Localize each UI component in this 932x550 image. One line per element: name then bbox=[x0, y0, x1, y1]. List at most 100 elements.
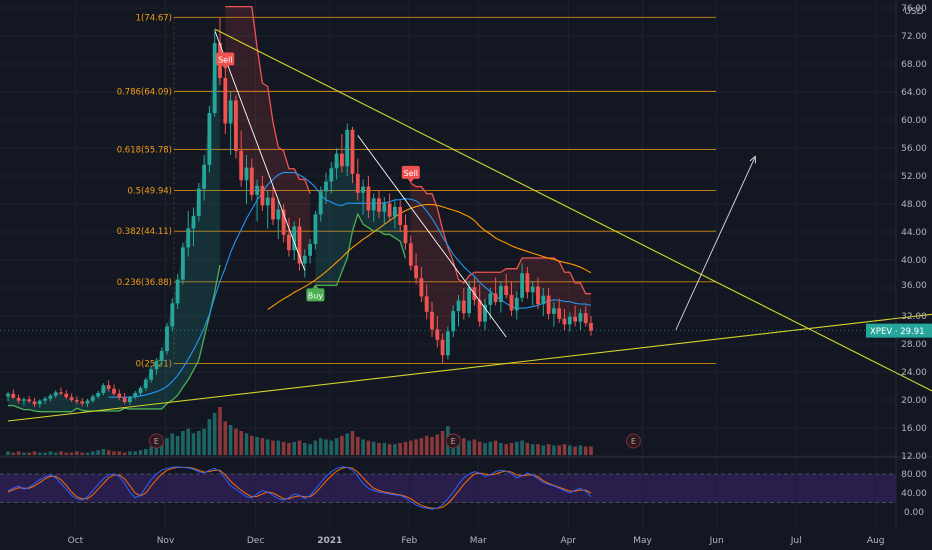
candle-body bbox=[207, 113, 212, 165]
candle-body bbox=[149, 369, 153, 380]
time-tick-label: Jun bbox=[709, 536, 724, 546]
price-tick-label: 28.00 bbox=[901, 340, 927, 350]
earnings-marker: E bbox=[625, 433, 641, 449]
volume-bar bbox=[53, 452, 58, 455]
volume-bar bbox=[38, 452, 42, 455]
volume-bar bbox=[43, 452, 47, 455]
volume-bar bbox=[244, 433, 249, 455]
volume-bar bbox=[287, 443, 291, 455]
candle-body bbox=[90, 396, 95, 401]
volume-bar bbox=[59, 451, 63, 455]
volume-bar bbox=[218, 407, 222, 455]
volume-bar bbox=[578, 445, 583, 455]
candle-body bbox=[276, 209, 281, 220]
time-tick-label: Dec bbox=[247, 536, 264, 546]
candle-body bbox=[244, 167, 249, 181]
candle-body bbox=[43, 398, 47, 401]
candle-body bbox=[552, 308, 556, 314]
volume-bar bbox=[377, 443, 381, 455]
time-tick-label: 2021 bbox=[317, 536, 342, 546]
supertrend-down-line bbox=[225, 5, 311, 194]
volume-bar bbox=[271, 440, 275, 455]
time-tick-label: Jul bbox=[790, 536, 802, 546]
candle-body bbox=[128, 397, 132, 403]
candle-body bbox=[430, 311, 434, 330]
volume-bar bbox=[387, 444, 392, 455]
fib-level-label: 0.382(44.11) bbox=[117, 227, 172, 237]
time-tick-label: Oct bbox=[68, 536, 84, 546]
candle-body bbox=[196, 188, 201, 216]
trendline-decline-2 bbox=[357, 135, 507, 338]
candle-body bbox=[64, 393, 69, 398]
fib-level-label: 0.5(49.94) bbox=[128, 186, 172, 196]
sell-signal-label: Sell bbox=[216, 52, 235, 70]
candle-body bbox=[493, 293, 498, 302]
price-tick-label: 12.00 bbox=[901, 452, 927, 462]
candle-body bbox=[170, 303, 175, 327]
volume-bar bbox=[462, 438, 466, 455]
volume-bar bbox=[318, 438, 323, 455]
volume-bar bbox=[144, 449, 148, 455]
volume-bar bbox=[546, 444, 551, 455]
last-price-tag: XPEV · 29.91 bbox=[866, 323, 932, 338]
candle-body bbox=[398, 206, 403, 225]
candle-body bbox=[318, 191, 323, 215]
candle-body bbox=[48, 395, 53, 399]
candle-body bbox=[223, 78, 228, 124]
volume-bar bbox=[138, 450, 143, 455]
volume-bar bbox=[91, 451, 95, 455]
supertrend-up-line bbox=[315, 212, 407, 287]
candle-body bbox=[499, 285, 503, 302]
currency-label: USD bbox=[904, 7, 923, 17]
candle-body bbox=[96, 393, 100, 397]
candle-body bbox=[509, 295, 514, 311]
candle-body bbox=[117, 393, 122, 398]
volume-bar bbox=[191, 433, 196, 455]
fib-level-label: 0(25.21) bbox=[136, 360, 172, 370]
volume-bar bbox=[64, 452, 69, 455]
volume-bar bbox=[149, 446, 153, 455]
volume-bar bbox=[403, 441, 408, 455]
candle-body bbox=[302, 255, 307, 264]
candle-body bbox=[255, 185, 259, 195]
candle-body bbox=[456, 300, 461, 312]
candle-body bbox=[504, 285, 509, 295]
volume-bar bbox=[520, 440, 524, 455]
volume-bar bbox=[292, 441, 296, 455]
volume-bar bbox=[165, 438, 169, 455]
price-tick-label: 20.00 bbox=[901, 396, 927, 406]
svg-text:XPEV · 29.91: XPEV · 29.91 bbox=[870, 327, 925, 337]
volume-bar bbox=[159, 443, 164, 455]
volume-bar bbox=[6, 451, 10, 455]
price-tick-label: 24.00 bbox=[901, 368, 927, 378]
candle-body bbox=[446, 331, 450, 356]
candle-body bbox=[228, 100, 233, 124]
volume-bar bbox=[112, 451, 116, 455]
candle-body bbox=[22, 399, 26, 401]
time-tick-label: Aug bbox=[867, 536, 885, 546]
candle-body bbox=[520, 273, 524, 298]
candle-body bbox=[408, 243, 413, 266]
candle-body bbox=[234, 100, 238, 151]
candle-body bbox=[536, 286, 540, 305]
candle-body bbox=[557, 308, 562, 319]
candle-body bbox=[324, 181, 328, 192]
candle-body bbox=[329, 168, 334, 182]
price-tick-label: 36.00 bbox=[901, 281, 927, 291]
candle-body bbox=[154, 360, 159, 370]
volume-bar bbox=[255, 437, 259, 455]
candle-body bbox=[212, 43, 217, 113]
volume-bar bbox=[303, 443, 307, 455]
supertrend-down-fill bbox=[410, 183, 591, 356]
projection-arrow bbox=[675, 156, 756, 331]
candle-body bbox=[567, 316, 572, 325]
time-tick-label: Apr bbox=[561, 536, 577, 546]
volume-bar bbox=[186, 428, 190, 455]
price-tick-label: 44.00 bbox=[901, 228, 927, 238]
candle-body bbox=[387, 203, 392, 217]
fib-level-label: 0.236(36.88) bbox=[117, 278, 172, 288]
volume-bar bbox=[393, 444, 397, 455]
candle-body bbox=[308, 243, 312, 256]
volume-bar bbox=[212, 413, 217, 455]
